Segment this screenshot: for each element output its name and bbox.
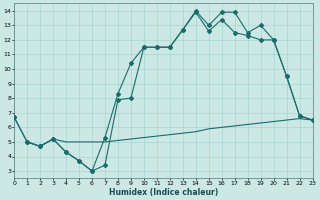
X-axis label: Humidex (Indice chaleur): Humidex (Indice chaleur): [109, 188, 218, 197]
